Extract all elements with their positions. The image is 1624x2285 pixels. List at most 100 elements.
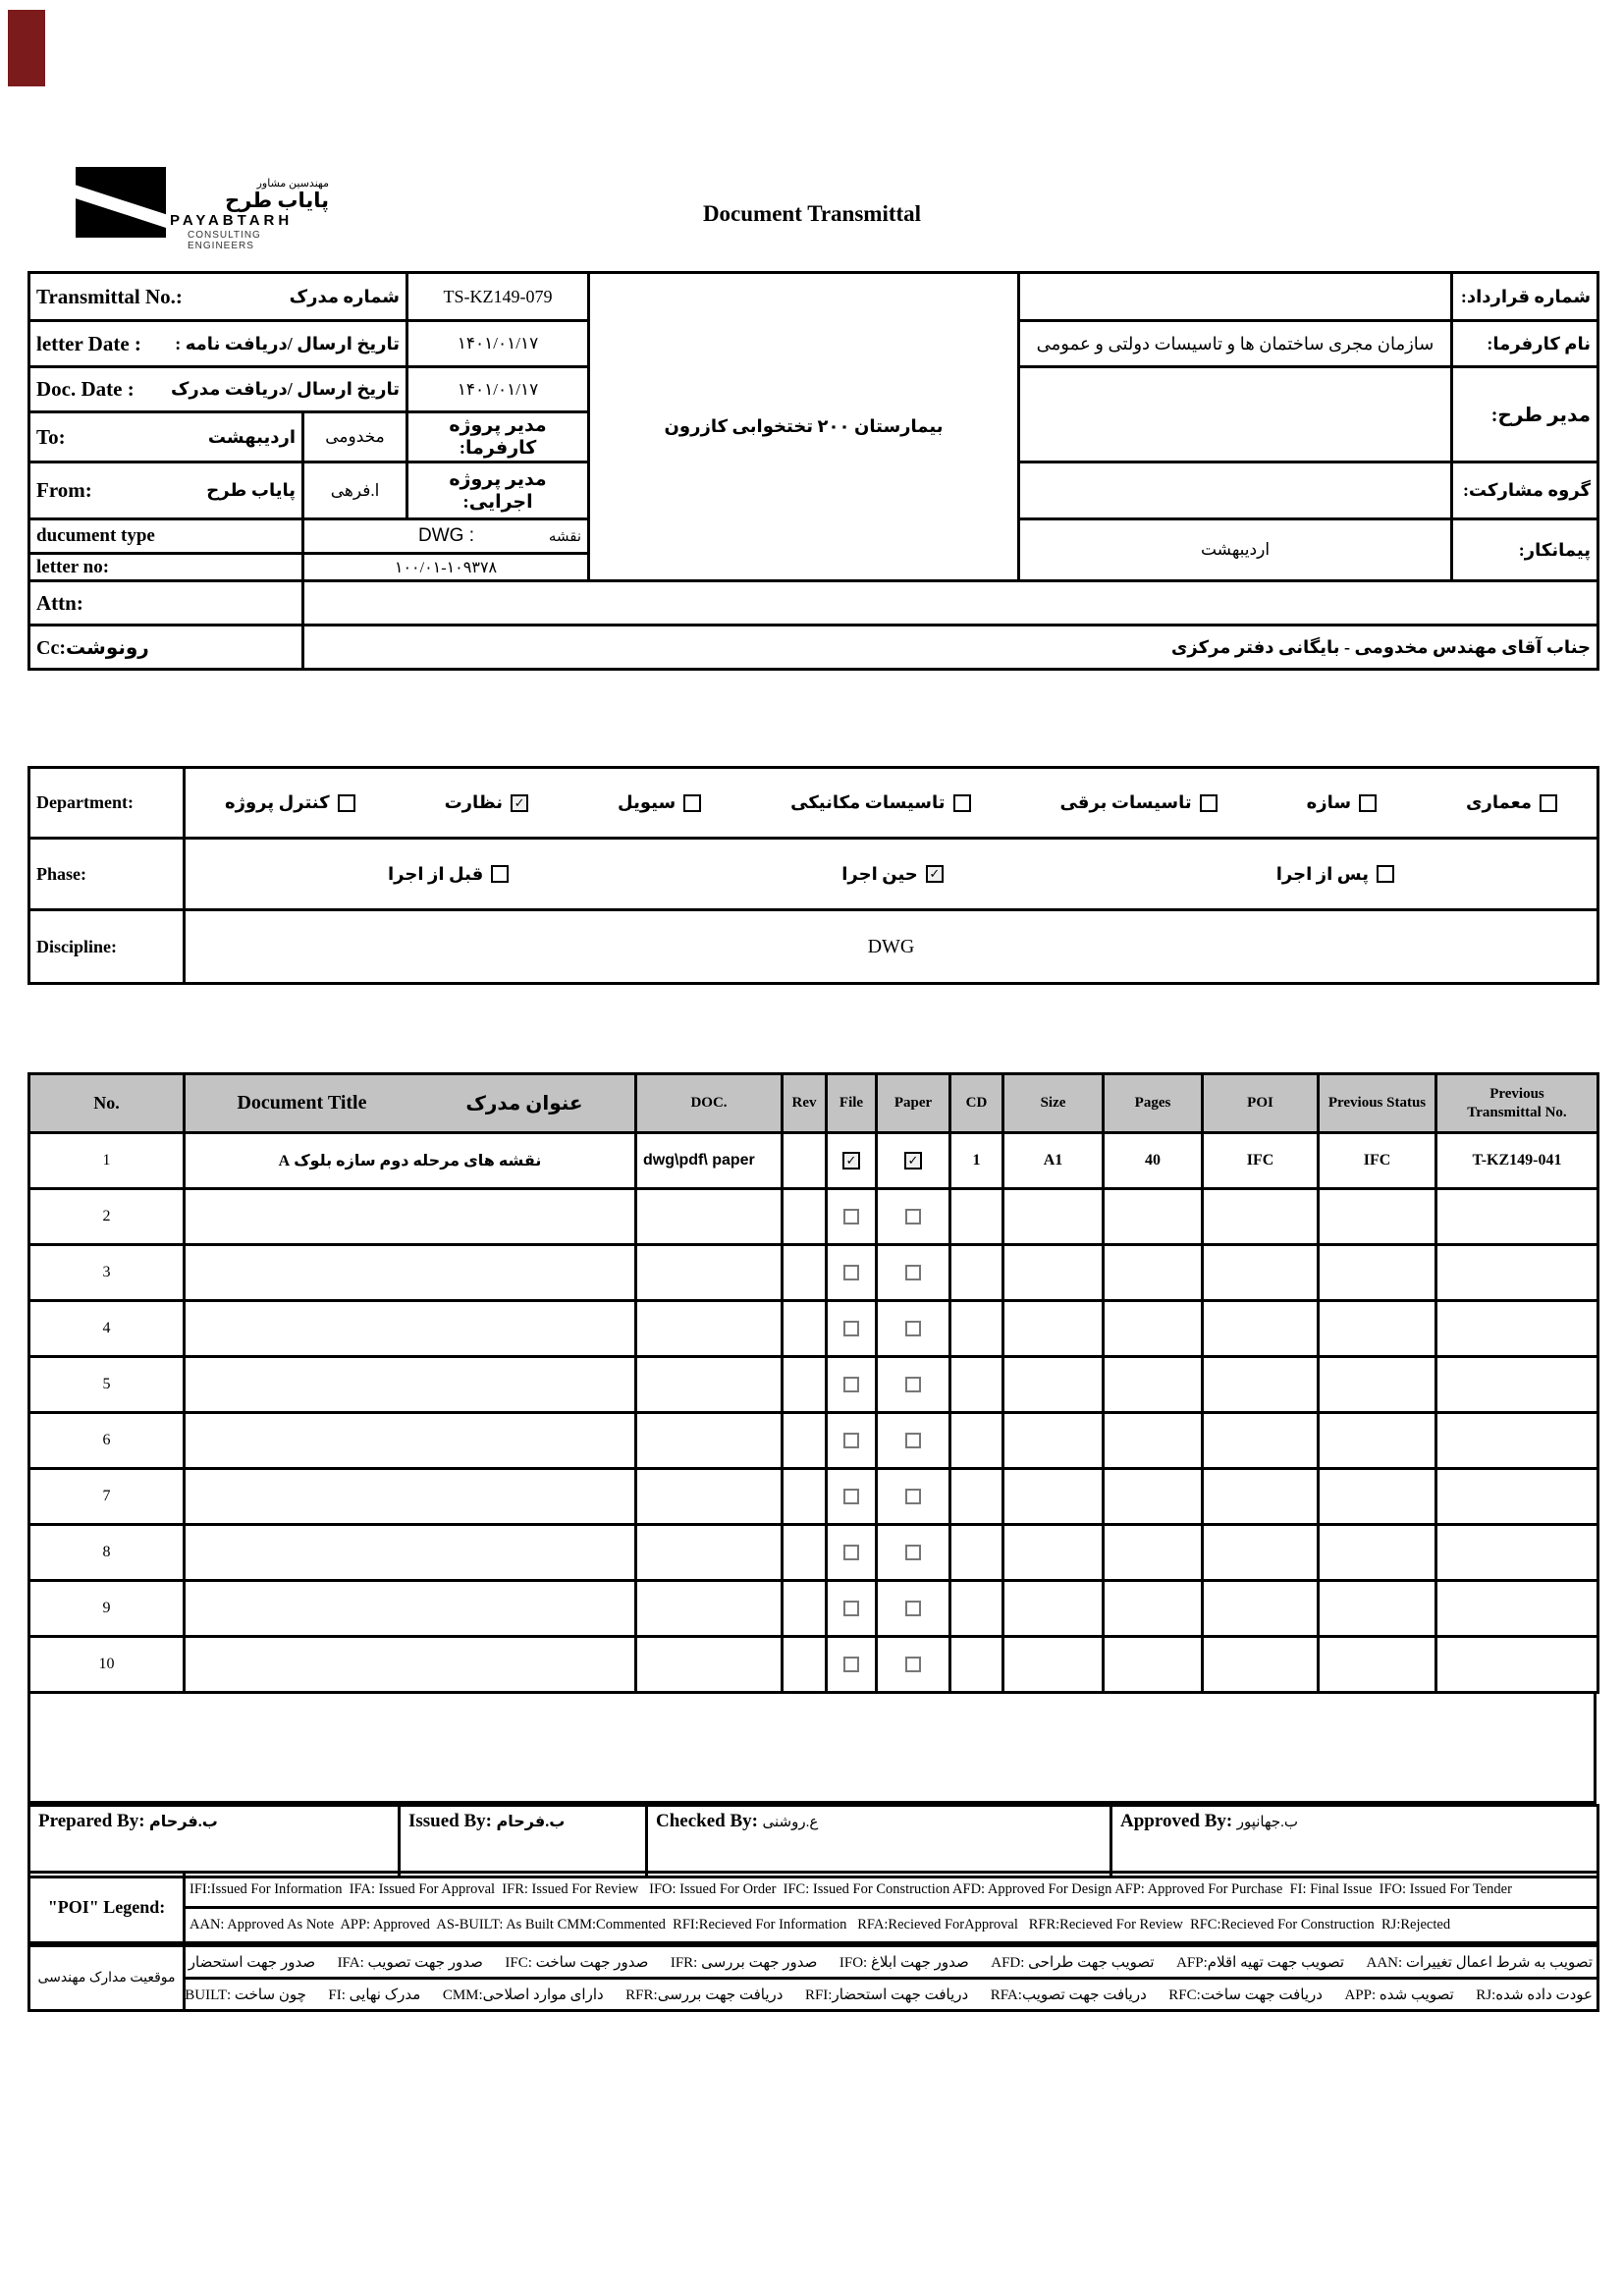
- cell-pages: [1102, 1355, 1204, 1414]
- poi-legend-table: "POI" Legend: IFI:Issued For Information…: [27, 1871, 1599, 1944]
- cell-no: 5: [27, 1355, 186, 1414]
- cell-size: [1001, 1467, 1105, 1526]
- col-cd: CD: [948, 1072, 1004, 1134]
- phase-checkbox[interactable]: [1377, 865, 1394, 883]
- cell-poi: [1201, 1187, 1320, 1246]
- contract-no-value: [1017, 271, 1454, 322]
- cell-prev-status: [1317, 1467, 1437, 1526]
- department-checkbox[interactable]: [683, 793, 702, 812]
- file-checkbox[interactable]: [843, 1657, 859, 1673]
- cell-doc: [634, 1523, 784, 1582]
- phase-checkbox[interactable]: [491, 865, 510, 883]
- phase-options: پس از اجرا حین اجرا ✓ قبل از اجرا: [191, 864, 1591, 885]
- prepared-by-label: Prepared By:: [38, 1811, 145, 1831]
- table-row: 9: [27, 1579, 1599, 1638]
- letter-no-label: letter no:: [27, 552, 304, 582]
- cell-poi: [1201, 1467, 1320, 1526]
- cell-prev-status: IFC: [1317, 1131, 1437, 1190]
- department-checkbox[interactable]: ✓: [511, 793, 529, 812]
- red-scan-mark: [8, 10, 45, 86]
- file-checkbox[interactable]: [843, 1209, 859, 1225]
- paper-checkbox[interactable]: [905, 1377, 921, 1393]
- paper-checkbox[interactable]: ✓: [904, 1152, 922, 1170]
- file-checkbox[interactable]: [843, 1377, 859, 1393]
- cell-paper: [875, 1299, 951, 1358]
- table-row: 6: [27, 1411, 1599, 1470]
- file-checkbox[interactable]: ✓: [842, 1152, 860, 1170]
- file-checkbox[interactable]: [843, 1265, 859, 1281]
- cell-no: 9: [27, 1579, 186, 1638]
- cell-paper: [875, 1411, 951, 1470]
- cell-file: [825, 1411, 878, 1470]
- cell-no: 3: [27, 1243, 186, 1302]
- to-label: To:: [36, 424, 66, 449]
- paper-checkbox[interactable]: [905, 1489, 921, 1505]
- department-checkbox[interactable]: [1359, 793, 1378, 812]
- cell-cd: [948, 1299, 1004, 1358]
- department-checkbox[interactable]: [337, 793, 355, 812]
- cell-size: [1001, 1635, 1105, 1694]
- phase-checkbox[interactable]: ✓: [925, 865, 944, 883]
- cell-title: [183, 1243, 637, 1302]
- cell-prev-transmittal: [1435, 1579, 1599, 1638]
- cell-size: A1: [1001, 1131, 1105, 1190]
- paper-checkbox[interactable]: [905, 1545, 921, 1561]
- file-checkbox[interactable]: [843, 1601, 859, 1617]
- cell-size: [1001, 1579, 1105, 1638]
- contractor-value: اردیبهشت: [1017, 517, 1454, 582]
- company-logo: مهندسین مشاور پایاب طرح PAYABTARH CONSUL…: [76, 165, 331, 255]
- cell-prev-transmittal: [1435, 1187, 1599, 1246]
- col-title: Document Title عنوان مدرک: [183, 1072, 637, 1134]
- classification-table: Department: معماری سازه تاسیسات برقی تاسیسا…: [27, 766, 1599, 985]
- cell-pages: [1102, 1523, 1204, 1582]
- department-item: سیویل: [618, 792, 702, 813]
- file-checkbox[interactable]: [843, 1433, 859, 1449]
- cell-poi: [1201, 1243, 1320, 1302]
- cell-title: [183, 1523, 637, 1582]
- cell-cd: [948, 1355, 1004, 1414]
- fa-legend-label: موقعیت مدارک مهندسی: [27, 1944, 186, 2012]
- department-item: تاسیسات مکانیکی: [790, 792, 971, 813]
- file-checkbox[interactable]: [843, 1321, 859, 1337]
- col-title-fa: عنوان مدرک: [465, 1093, 583, 1115]
- from-role-fa: مدیر پروژه اجرایی:: [406, 461, 591, 520]
- cell-prev-status: [1317, 1579, 1437, 1638]
- cell-title: [183, 1411, 637, 1470]
- cell-file: ✓: [825, 1131, 878, 1190]
- col-prev-transmittal: Previous Transmittal No.: [1435, 1072, 1599, 1134]
- cell-cd: [948, 1635, 1004, 1694]
- paper-checkbox[interactable]: [905, 1657, 921, 1673]
- to-cell: To: اردیبهشت: [27, 410, 304, 463]
- cell-file: [825, 1243, 878, 1302]
- project-name: بیمارستان ۲۰۰ تختخوابی کازرون: [587, 271, 1021, 582]
- cell-size: [1001, 1187, 1105, 1246]
- file-checkbox[interactable]: [843, 1545, 859, 1561]
- paper-checkbox[interactable]: [905, 1601, 921, 1617]
- documents-table: No. Document Title عنوان مدرک DOC. Rev Fi…: [27, 1072, 1599, 1694]
- design-manager-label: مدیر طرح:: [1450, 365, 1600, 463]
- fa-legend-line2: عودت داده شده:RJ تصویب شده :APP دریافت ج…: [183, 1977, 1599, 2012]
- cell-doc: [634, 1411, 784, 1470]
- file-checkbox[interactable]: [843, 1489, 859, 1505]
- to-value: اردیبهشت: [207, 426, 296, 447]
- col-doc: DOC.: [634, 1072, 784, 1134]
- department-checkbox[interactable]: [1539, 793, 1557, 812]
- jv-value: [1017, 461, 1454, 520]
- cell-rev: [781, 1635, 828, 1694]
- paper-checkbox[interactable]: [905, 1433, 921, 1449]
- paper-checkbox[interactable]: [905, 1265, 921, 1281]
- paper-checkbox[interactable]: [905, 1209, 921, 1225]
- department-checkbox[interactable]: [952, 793, 971, 812]
- table-row: 7: [27, 1467, 1599, 1526]
- from-cell: From: پایاب طرح: [27, 461, 304, 520]
- cell-prev-transmittal: [1435, 1635, 1599, 1694]
- cell-rev: [781, 1467, 828, 1526]
- cell-paper: [875, 1579, 951, 1638]
- cell-prev-transmittal: [1435, 1299, 1599, 1358]
- document-type-label: ducument type: [27, 517, 304, 555]
- doc-date-label: Doc. Date :: [36, 377, 135, 401]
- cell-doc: [634, 1355, 784, 1414]
- paper-checkbox[interactable]: [905, 1321, 921, 1337]
- department-checkbox[interactable]: [1199, 793, 1218, 812]
